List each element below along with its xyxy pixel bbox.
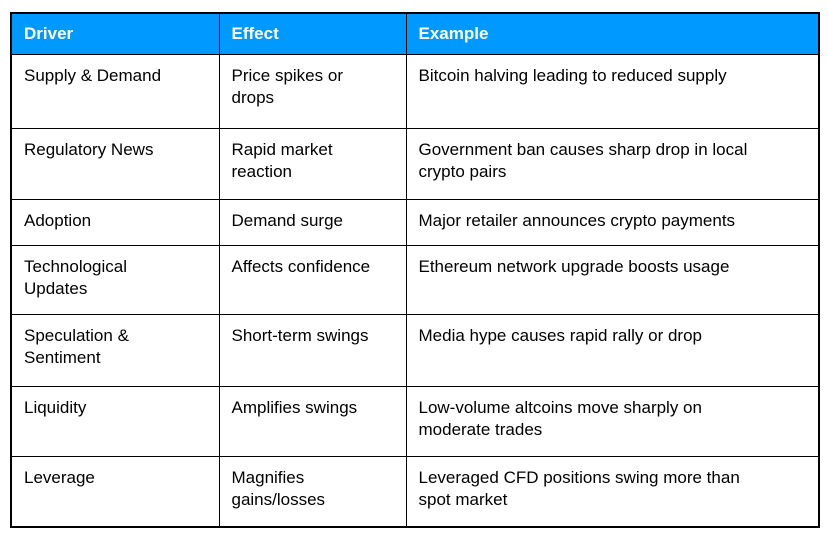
cell-effect: Rapid market reaction: [218, 127, 407, 200]
table-row: Technological Updates Affects confidence…: [10, 244, 820, 315]
table-row: Leverage Magnifies gains/losses Leverage…: [10, 455, 820, 528]
cell-driver: Supply & Demand: [10, 53, 220, 129]
cell-driver: Speculation & Sentiment: [10, 313, 220, 387]
cell-driver: Liquidity: [10, 385, 220, 457]
cell-driver: Leverage: [10, 455, 220, 528]
cell-effect: Affects confidence: [218, 244, 407, 315]
cell-effect: Magnifies gains/losses: [218, 455, 407, 528]
cell-example: Leveraged CFD positions swing more than …: [405, 455, 820, 528]
cell-effect: Short-term swings: [218, 313, 407, 387]
cell-example: Media hype causes rapid rally or drop: [405, 313, 820, 387]
cell-effect: Price spikes or drops: [218, 53, 407, 129]
column-header-example: Example: [405, 12, 820, 55]
cell-driver: Regulatory News: [10, 127, 220, 200]
table-row: Liquidity Amplifies swings Low-volume al…: [10, 385, 820, 457]
cell-example: Major retailer announces crypto payments: [405, 198, 820, 246]
cell-driver: Adoption: [10, 198, 220, 246]
table-row: Supply & Demand Price spikes or drops Bi…: [10, 53, 820, 129]
crypto-volatility-drivers-table: Driver Effect Example Supply & Demand Pr…: [10, 12, 820, 528]
table-row: Regulatory News Rapid market reaction Go…: [10, 127, 820, 200]
cell-effect: Amplifies swings: [218, 385, 407, 457]
cell-example: Low-volume altcoins move sharply on mode…: [405, 385, 820, 457]
cell-example: Government ban causes sharp drop in loca…: [405, 127, 820, 200]
table-header: Driver Effect Example: [10, 12, 820, 55]
cell-example: Bitcoin halving leading to reduced suppl…: [405, 53, 820, 129]
table-row: Speculation & Sentiment Short-term swing…: [10, 313, 820, 387]
column-header-effect: Effect: [218, 12, 407, 55]
cell-driver: Technological Updates: [10, 244, 220, 315]
table-body: Supply & Demand Price spikes or drops Bi…: [10, 53, 820, 528]
table-row: Adoption Demand surge Major retailer ann…: [10, 198, 820, 246]
cell-example: Ethereum network upgrade boosts usage: [405, 244, 820, 315]
cell-effect: Demand surge: [218, 198, 407, 246]
column-header-driver: Driver: [10, 12, 220, 55]
header-row: Driver Effect Example: [10, 12, 820, 55]
